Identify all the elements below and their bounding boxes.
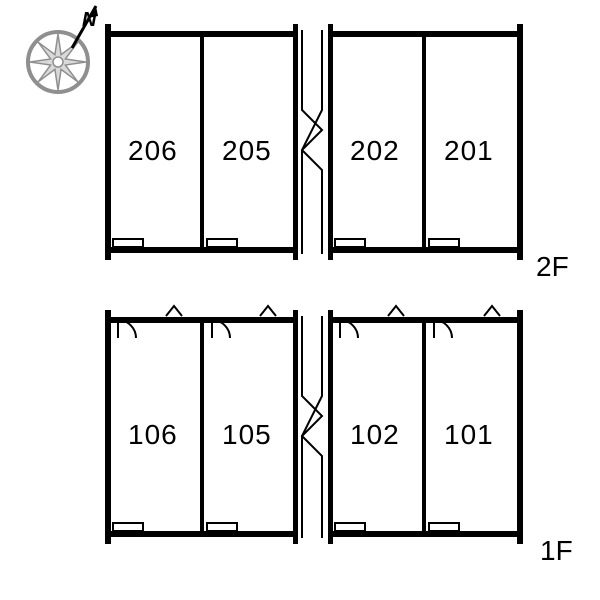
compass-n: N	[82, 9, 97, 31]
floor-label-2F: 2F	[536, 251, 569, 282]
floor-label-1F: 1F	[540, 535, 573, 566]
floorplan-diagram: N 206 205 202 201 2F 106 105 102 101 1F	[0, 0, 600, 600]
room-label-206: 206	[128, 135, 178, 166]
room-label-106: 106	[128, 419, 178, 450]
floor-1F: 106 105 102 101 1F	[108, 306, 573, 566]
room-label-102: 102	[350, 419, 400, 450]
room-label-105: 105	[222, 419, 272, 450]
room-label-201: 201	[444, 135, 494, 166]
room-label-101: 101	[444, 419, 494, 450]
room-label-202: 202	[350, 135, 400, 166]
compass-rose: N	[28, 6, 98, 92]
floor-2F: 206 205 202 201 2F	[108, 22, 569, 282]
room-label-205: 205	[222, 135, 272, 166]
